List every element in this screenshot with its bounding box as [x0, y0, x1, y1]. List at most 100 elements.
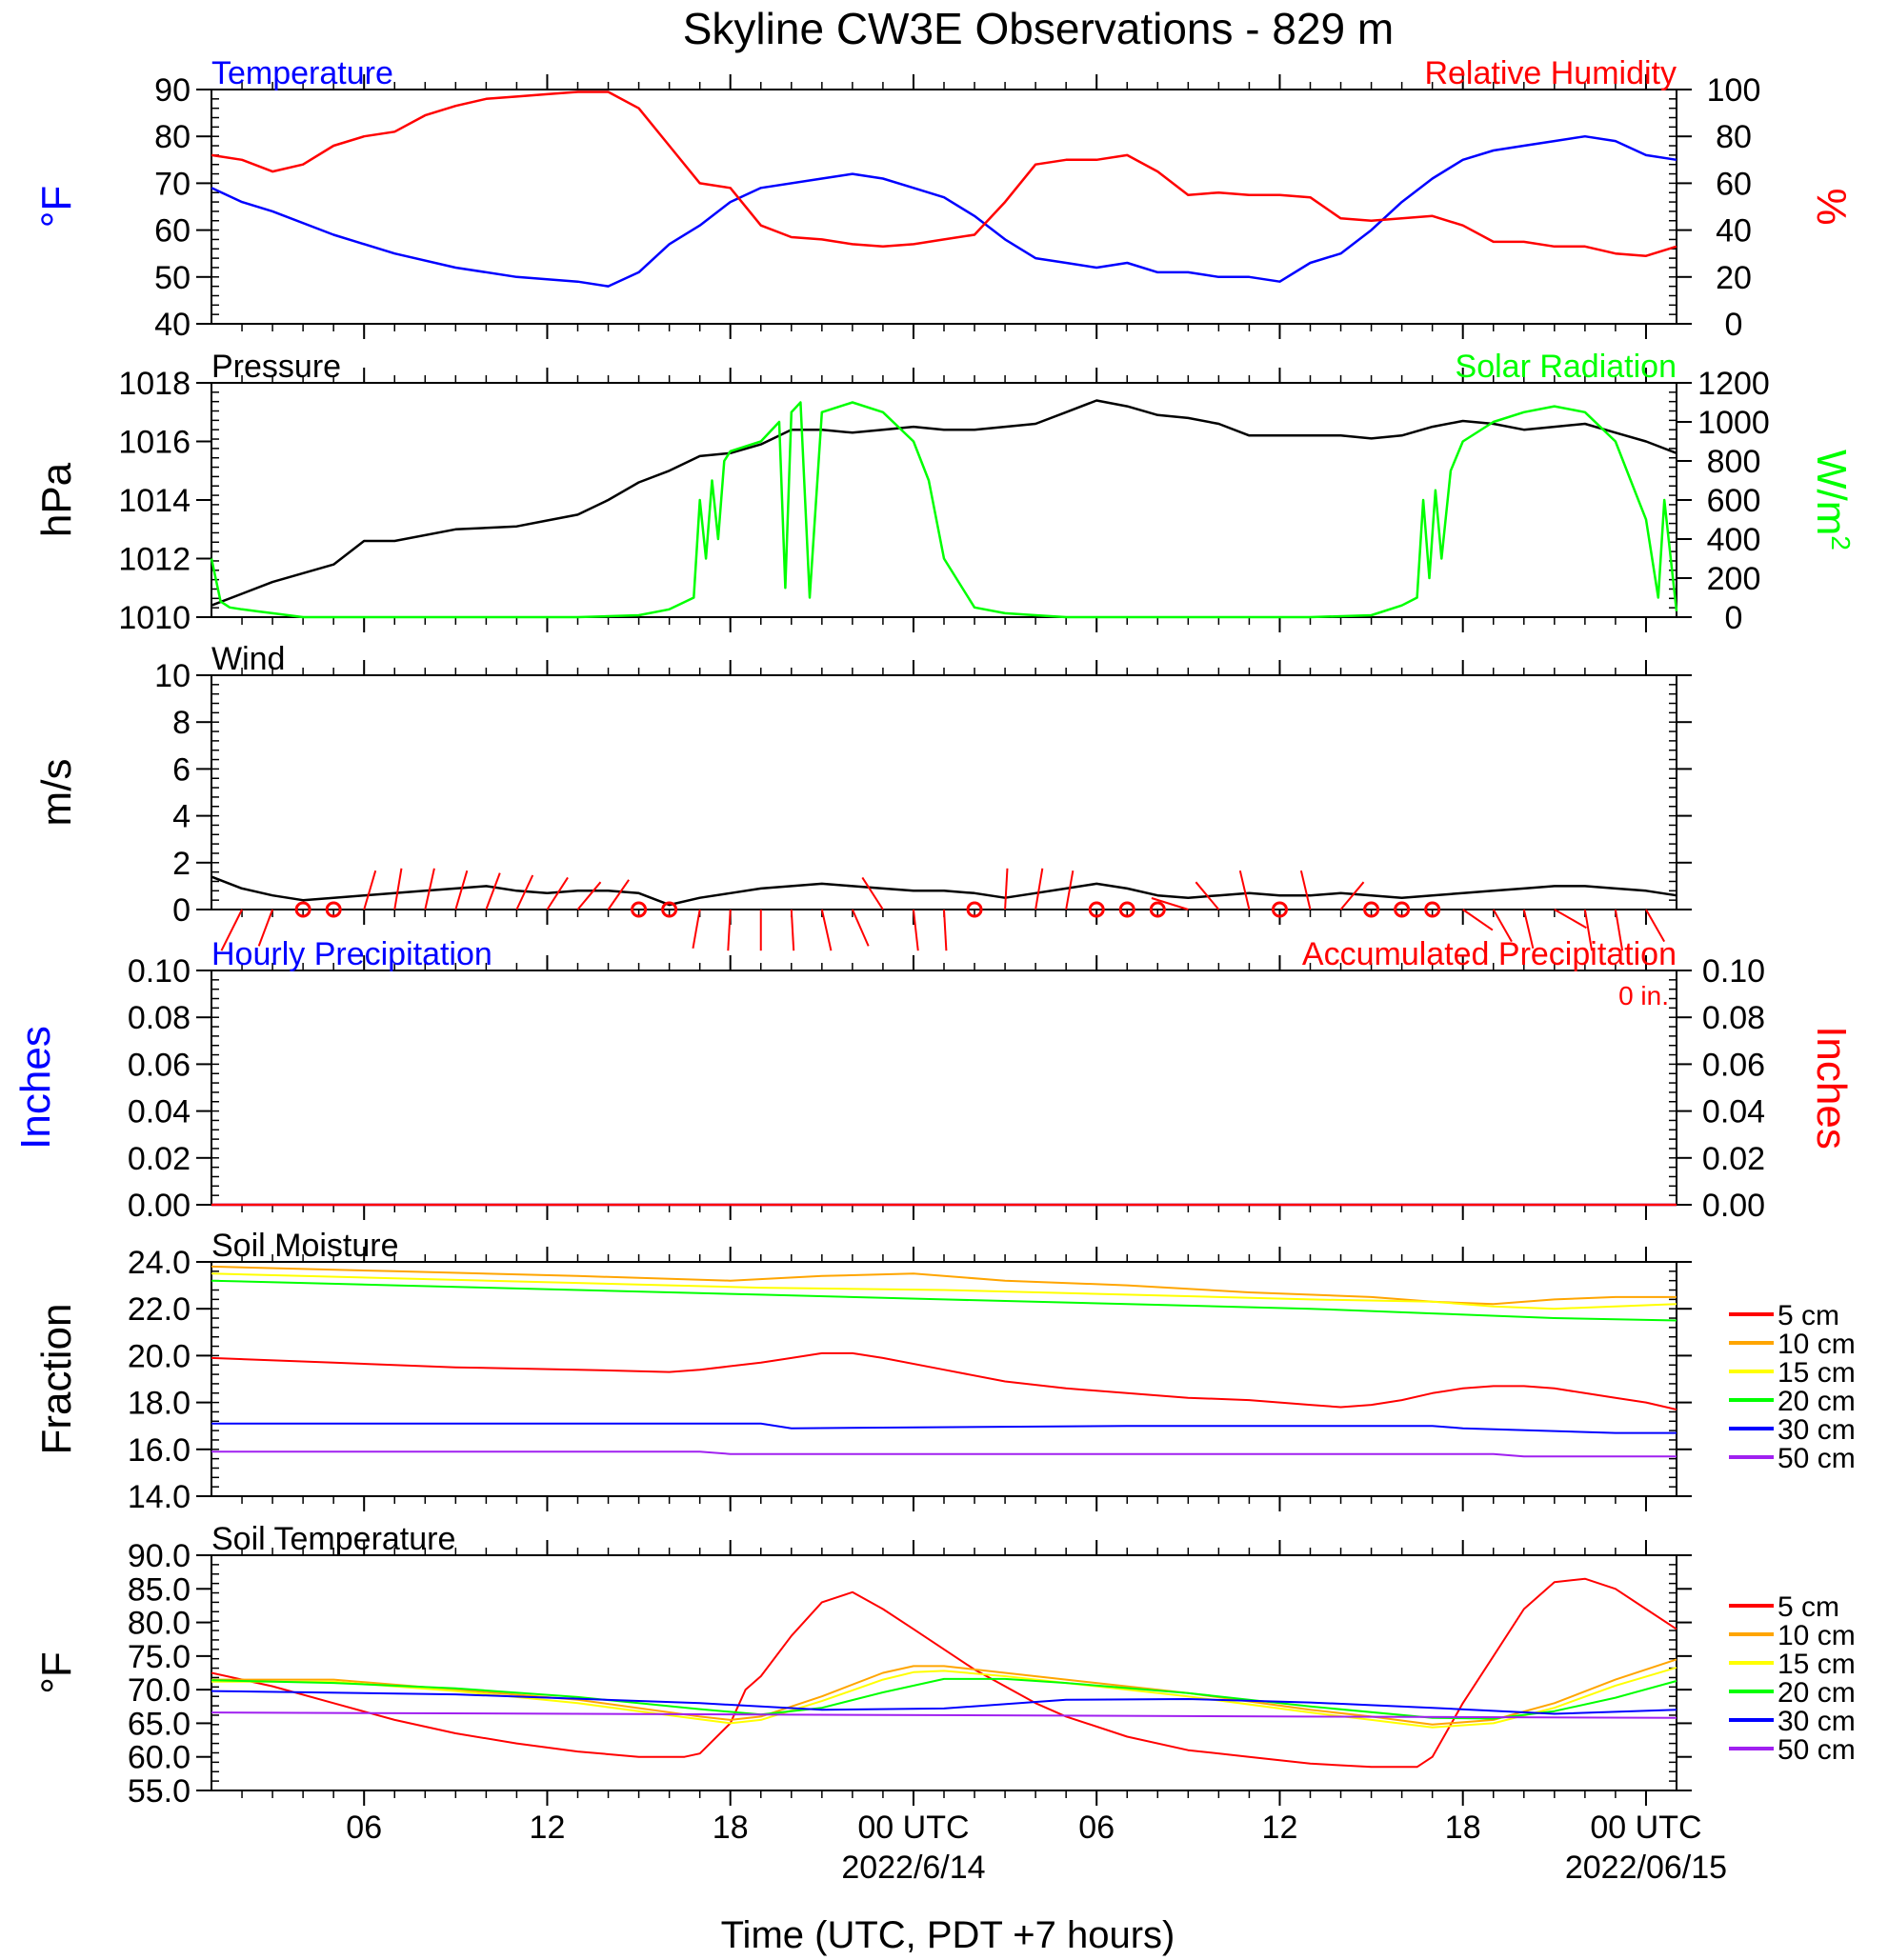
y-tick-label: 1016 — [118, 425, 191, 461]
series-line-6 — [211, 1450, 1677, 1458]
y-tick-label: 85.0 — [128, 1571, 191, 1608]
y-axis-label: Inches — [12, 1026, 59, 1150]
y2-tick-label: 200 — [1707, 561, 1761, 597]
wind-barb — [485, 872, 501, 910]
y2-axis-label: W/m2 — [1808, 450, 1857, 550]
calm-wind-marker — [325, 901, 342, 918]
series-line-2 — [211, 1265, 1677, 1306]
wind-barb — [1492, 909, 1513, 943]
wind-barb — [393, 868, 403, 910]
calm-wind-marker — [1088, 901, 1105, 918]
series-line-5 — [211, 1422, 1677, 1434]
wind-barb — [1065, 870, 1075, 910]
x-tick-label: 18 — [713, 1810, 749, 1846]
y-tick-label: 80 — [154, 119, 191, 155]
wind-barb — [546, 876, 569, 910]
chart-panel-6: 55.060.065.070.075.080.085.090.0 Soil Tem… — [33, 1521, 1692, 1810]
x-tick-label: 18 — [1445, 1810, 1481, 1846]
plot-frame — [211, 382, 1677, 618]
y-tick-label: 90.0 — [128, 1538, 191, 1574]
wind-barb — [1645, 909, 1666, 943]
y-tick-label: 0.06 — [128, 1047, 191, 1083]
x-tick-label: 00 UTC — [1590, 1810, 1701, 1846]
wind-barb — [1238, 870, 1251, 910]
wind-barb — [1004, 868, 1009, 910]
y2-tick-label: 400 — [1707, 522, 1761, 558]
wind-barb — [1462, 909, 1494, 931]
y-tick-label: 0.08 — [128, 1000, 191, 1036]
y2-tick-label: 0 — [1725, 600, 1743, 636]
calm-wind-marker — [1363, 901, 1380, 918]
wind-barb — [576, 881, 602, 910]
wind-barb — [1299, 870, 1312, 910]
x-tick-label: 12 — [530, 1810, 566, 1846]
legend-label: 20 cm — [1778, 1386, 1856, 1417]
series-line-2 — [211, 90, 1677, 257]
y2-axis-label: % — [1808, 188, 1855, 225]
y-tick-label: 1014 — [118, 483, 191, 519]
x-date-label: 2022/06/15 — [1565, 1850, 1727, 1886]
plot-frame — [211, 89, 1677, 325]
y-tick-label: 22.0 — [128, 1291, 191, 1328]
y-tick-label: 10 — [154, 658, 191, 694]
x-tick-label: 12 — [1262, 1810, 1298, 1846]
y-axis-label: Fraction — [33, 1304, 80, 1455]
series-line-1 — [211, 399, 1677, 607]
calm-wind-marker — [1149, 901, 1166, 918]
y-axis-label: °F — [33, 1651, 80, 1693]
y-tick-label: 14.0 — [128, 1479, 191, 1515]
y-tick-label: 90 — [154, 72, 191, 109]
accumulated-total: 0 in. — [1618, 981, 1669, 1010]
calm-wind-marker — [631, 901, 648, 918]
y2-tick-label: 0.04 — [1702, 1094, 1765, 1130]
y2-tick-label: 0.00 — [1702, 1188, 1765, 1224]
legend-label: 50 cm — [1778, 1734, 1856, 1766]
calm-wind-marker — [294, 901, 311, 918]
y2-axis-label-text: W/m — [1808, 450, 1855, 535]
y-tick-label: 60.0 — [128, 1740, 191, 1776]
panel-left-title: Soil Temperature — [211, 1521, 455, 1557]
y2-tick-label: 60 — [1716, 166, 1752, 202]
legend-label: 10 cm — [1778, 1620, 1856, 1651]
wind-barb — [607, 879, 630, 910]
y-tick-label: 0 — [172, 892, 191, 929]
wind-barb — [943, 909, 948, 951]
legend-label: 10 cm — [1778, 1329, 1856, 1360]
series-line-2 — [211, 1658, 1677, 1726]
wind-barb — [912, 909, 919, 951]
y-tick-label: 4 — [172, 799, 191, 835]
series-line-5 — [211, 1690, 1677, 1715]
y-tick-label: 16.0 — [128, 1432, 191, 1469]
x-axis-label: Time (UTC, PDT +7 hours) — [721, 1914, 1175, 1956]
calm-wind-marker — [1271, 901, 1288, 918]
wind-barb — [424, 868, 435, 910]
wind-barb — [257, 909, 274, 947]
y-tick-label: 20.0 — [128, 1338, 191, 1374]
y2-tick-label: 0.06 — [1702, 1047, 1765, 1083]
legend-label: 5 cm — [1778, 1300, 1839, 1331]
y-axis-label: °F — [33, 186, 80, 228]
y-tick-label: 40 — [154, 307, 191, 343]
y-tick-label: 0.02 — [128, 1141, 191, 1177]
wind-barb — [220, 909, 243, 951]
y-tick-label: 70 — [154, 166, 191, 202]
y2-tick-label: 0.10 — [1702, 953, 1765, 990]
legend-label: 50 cm — [1778, 1443, 1856, 1474]
y-axis-label: hPa — [33, 462, 80, 537]
y-tick-label: 65.0 — [128, 1706, 191, 1742]
y-tick-label: 18.0 — [128, 1386, 191, 1422]
y2-tick-label: 1200 — [1697, 366, 1770, 402]
wind-barb — [1522, 909, 1535, 950]
legend-label: 5 cm — [1778, 1591, 1839, 1623]
series-line-2 — [210, 401, 1678, 619]
legend-label: 30 cm — [1778, 1706, 1856, 1737]
chart-panel-3: 0 2 4 6 8 10 Wind m/s — [33, 641, 1692, 951]
chart-panel-5: 14.0 16.0 18.0 20.0 22.0 24.0 Soil Moisture Fra… — [33, 1228, 1692, 1515]
wind-barb — [515, 874, 534, 910]
chart-panel-4: 0.00 0.02 0.04 0.06 0.08 0.10 0.00 0.02 0.04 0.06… — [12, 936, 1855, 1224]
plot-frame — [211, 1554, 1677, 1791]
plot-frame — [211, 970, 1677, 1206]
y2-tick-label: 40 — [1716, 213, 1752, 250]
figure-title: Skyline CW3E Observations - 829 m — [683, 4, 1395, 53]
